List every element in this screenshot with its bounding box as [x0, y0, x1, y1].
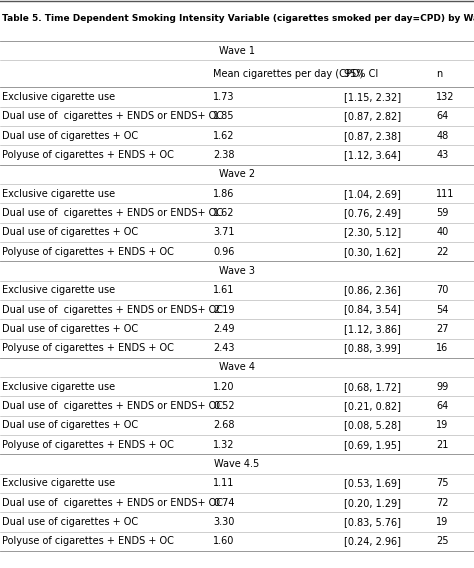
Text: Wave 4: Wave 4 — [219, 362, 255, 373]
Text: Mean cigarettes per day (CPD): Mean cigarettes per day (CPD) — [213, 69, 364, 79]
Text: 0.74: 0.74 — [213, 498, 235, 508]
Text: Wave 4.5: Wave 4.5 — [214, 459, 260, 469]
Text: 1.60: 1.60 — [213, 536, 235, 546]
Text: 111: 111 — [436, 189, 455, 199]
Text: [0.08, 5.28]: [0.08, 5.28] — [344, 420, 401, 431]
Text: Dual use of  cigarettes + ENDS or ENDS+ OC: Dual use of cigarettes + ENDS or ENDS+ O… — [2, 498, 223, 508]
Text: [0.53, 1.69]: [0.53, 1.69] — [344, 478, 401, 488]
Text: Wave 2: Wave 2 — [219, 169, 255, 179]
Text: 19: 19 — [436, 517, 448, 527]
Text: Dual use of cigarettes + OC: Dual use of cigarettes + OC — [2, 517, 138, 527]
Text: [0.76, 2.49]: [0.76, 2.49] — [344, 208, 401, 218]
Text: Exclusive cigarette use: Exclusive cigarette use — [2, 92, 116, 102]
Text: Exclusive cigarette use: Exclusive cigarette use — [2, 478, 116, 488]
Text: 2.68: 2.68 — [213, 420, 235, 431]
Text: Exclusive cigarette use: Exclusive cigarette use — [2, 382, 116, 392]
Text: Dual use of  cigarettes + ENDS or ENDS+ OC: Dual use of cigarettes + ENDS or ENDS+ O… — [2, 208, 223, 218]
Text: 2.19: 2.19 — [213, 304, 235, 315]
Text: 54: 54 — [436, 304, 448, 315]
Text: [0.87, 2.38]: [0.87, 2.38] — [344, 131, 401, 141]
Text: 2.43: 2.43 — [213, 343, 235, 353]
Text: 21: 21 — [436, 440, 448, 450]
Text: [0.20, 1.29]: [0.20, 1.29] — [344, 498, 401, 508]
Text: [1.12, 3.86]: [1.12, 3.86] — [344, 324, 401, 334]
Text: Dual use of cigarettes + OC: Dual use of cigarettes + OC — [2, 420, 138, 431]
Text: 59: 59 — [436, 208, 448, 218]
Text: [0.30, 1.62]: [0.30, 1.62] — [344, 247, 401, 257]
Text: n: n — [436, 69, 442, 79]
Text: 75: 75 — [436, 478, 448, 488]
Text: Polyuse of cigarettes + ENDS + OC: Polyuse of cigarettes + ENDS + OC — [2, 343, 174, 353]
Text: 3.30: 3.30 — [213, 517, 235, 527]
Text: 1.62: 1.62 — [213, 131, 235, 141]
Text: Polyuse of cigarettes + ENDS + OC: Polyuse of cigarettes + ENDS + OC — [2, 247, 174, 257]
Text: Dual use of cigarettes + OC: Dual use of cigarettes + OC — [2, 131, 138, 141]
Text: 70: 70 — [436, 285, 448, 295]
Text: Polyuse of cigarettes + ENDS + OC: Polyuse of cigarettes + ENDS + OC — [2, 536, 174, 546]
Text: 1.86: 1.86 — [213, 189, 235, 199]
Text: [0.83, 5.76]: [0.83, 5.76] — [344, 517, 401, 527]
Text: [0.68, 1.72]: [0.68, 1.72] — [344, 382, 401, 392]
Text: [0.88, 3.99]: [0.88, 3.99] — [344, 343, 401, 353]
Text: Dual use of  cigarettes + ENDS or ENDS+ OC: Dual use of cigarettes + ENDS or ENDS+ O… — [2, 111, 223, 122]
Text: 64: 64 — [436, 111, 448, 122]
Text: Table 5. Time Dependent Smoking Intensity Variable (cigarettes smoked per day=CP: Table 5. Time Dependent Smoking Intensit… — [2, 14, 474, 23]
Text: 0.52: 0.52 — [213, 401, 235, 411]
Text: 19: 19 — [436, 420, 448, 431]
Text: 95% CI: 95% CI — [344, 69, 378, 79]
Text: Polyuse of cigarettes + ENDS + OC: Polyuse of cigarettes + ENDS + OC — [2, 440, 174, 450]
Text: [0.69, 1.95]: [0.69, 1.95] — [344, 440, 401, 450]
Text: Polyuse of cigarettes + ENDS + OC: Polyuse of cigarettes + ENDS + OC — [2, 150, 174, 160]
Text: 25: 25 — [436, 536, 448, 546]
Text: 1.32: 1.32 — [213, 440, 235, 450]
Text: 27: 27 — [436, 324, 448, 334]
Text: 43: 43 — [436, 150, 448, 160]
Text: Dual use of cigarettes + OC: Dual use of cigarettes + OC — [2, 324, 138, 334]
Text: 22: 22 — [436, 247, 448, 257]
Text: 64: 64 — [436, 401, 448, 411]
Text: 99: 99 — [436, 382, 448, 392]
Text: 48: 48 — [436, 131, 448, 141]
Text: 2.38: 2.38 — [213, 150, 235, 160]
Text: 1.20: 1.20 — [213, 382, 235, 392]
Text: [0.21, 0.82]: [0.21, 0.82] — [344, 401, 401, 411]
Text: Exclusive cigarette use: Exclusive cigarette use — [2, 285, 116, 295]
Text: [0.87, 2.82]: [0.87, 2.82] — [344, 111, 401, 122]
Text: 1.62: 1.62 — [213, 208, 235, 218]
Text: 72: 72 — [436, 498, 448, 508]
Text: [1.04, 2.69]: [1.04, 2.69] — [344, 189, 401, 199]
Text: 16: 16 — [436, 343, 448, 353]
Text: 0.96: 0.96 — [213, 247, 235, 257]
Text: 40: 40 — [436, 227, 448, 237]
Text: Wave 3: Wave 3 — [219, 266, 255, 276]
Text: [2.30, 5.12]: [2.30, 5.12] — [344, 227, 401, 237]
Text: 1.73: 1.73 — [213, 92, 235, 102]
Text: Wave 1: Wave 1 — [219, 45, 255, 56]
Text: [0.84, 3.54]: [0.84, 3.54] — [344, 304, 401, 315]
Text: [0.24, 2.96]: [0.24, 2.96] — [344, 536, 401, 546]
Text: Dual use of cigarettes + OC: Dual use of cigarettes + OC — [2, 227, 138, 237]
Text: 132: 132 — [436, 92, 455, 102]
Text: 3.71: 3.71 — [213, 227, 235, 237]
Text: [1.15, 2.32]: [1.15, 2.32] — [344, 92, 401, 102]
Text: 1.11: 1.11 — [213, 478, 235, 488]
Text: Dual use of  cigarettes + ENDS or ENDS+ OC: Dual use of cigarettes + ENDS or ENDS+ O… — [2, 401, 223, 411]
Text: 1.61: 1.61 — [213, 285, 235, 295]
Text: 1.85: 1.85 — [213, 111, 235, 122]
Text: [0.86, 2.36]: [0.86, 2.36] — [344, 285, 401, 295]
Text: Dual use of  cigarettes + ENDS or ENDS+ OC: Dual use of cigarettes + ENDS or ENDS+ O… — [2, 304, 223, 315]
Text: [1.12, 3.64]: [1.12, 3.64] — [344, 150, 401, 160]
Text: 2.49: 2.49 — [213, 324, 235, 334]
Text: Exclusive cigarette use: Exclusive cigarette use — [2, 189, 116, 199]
